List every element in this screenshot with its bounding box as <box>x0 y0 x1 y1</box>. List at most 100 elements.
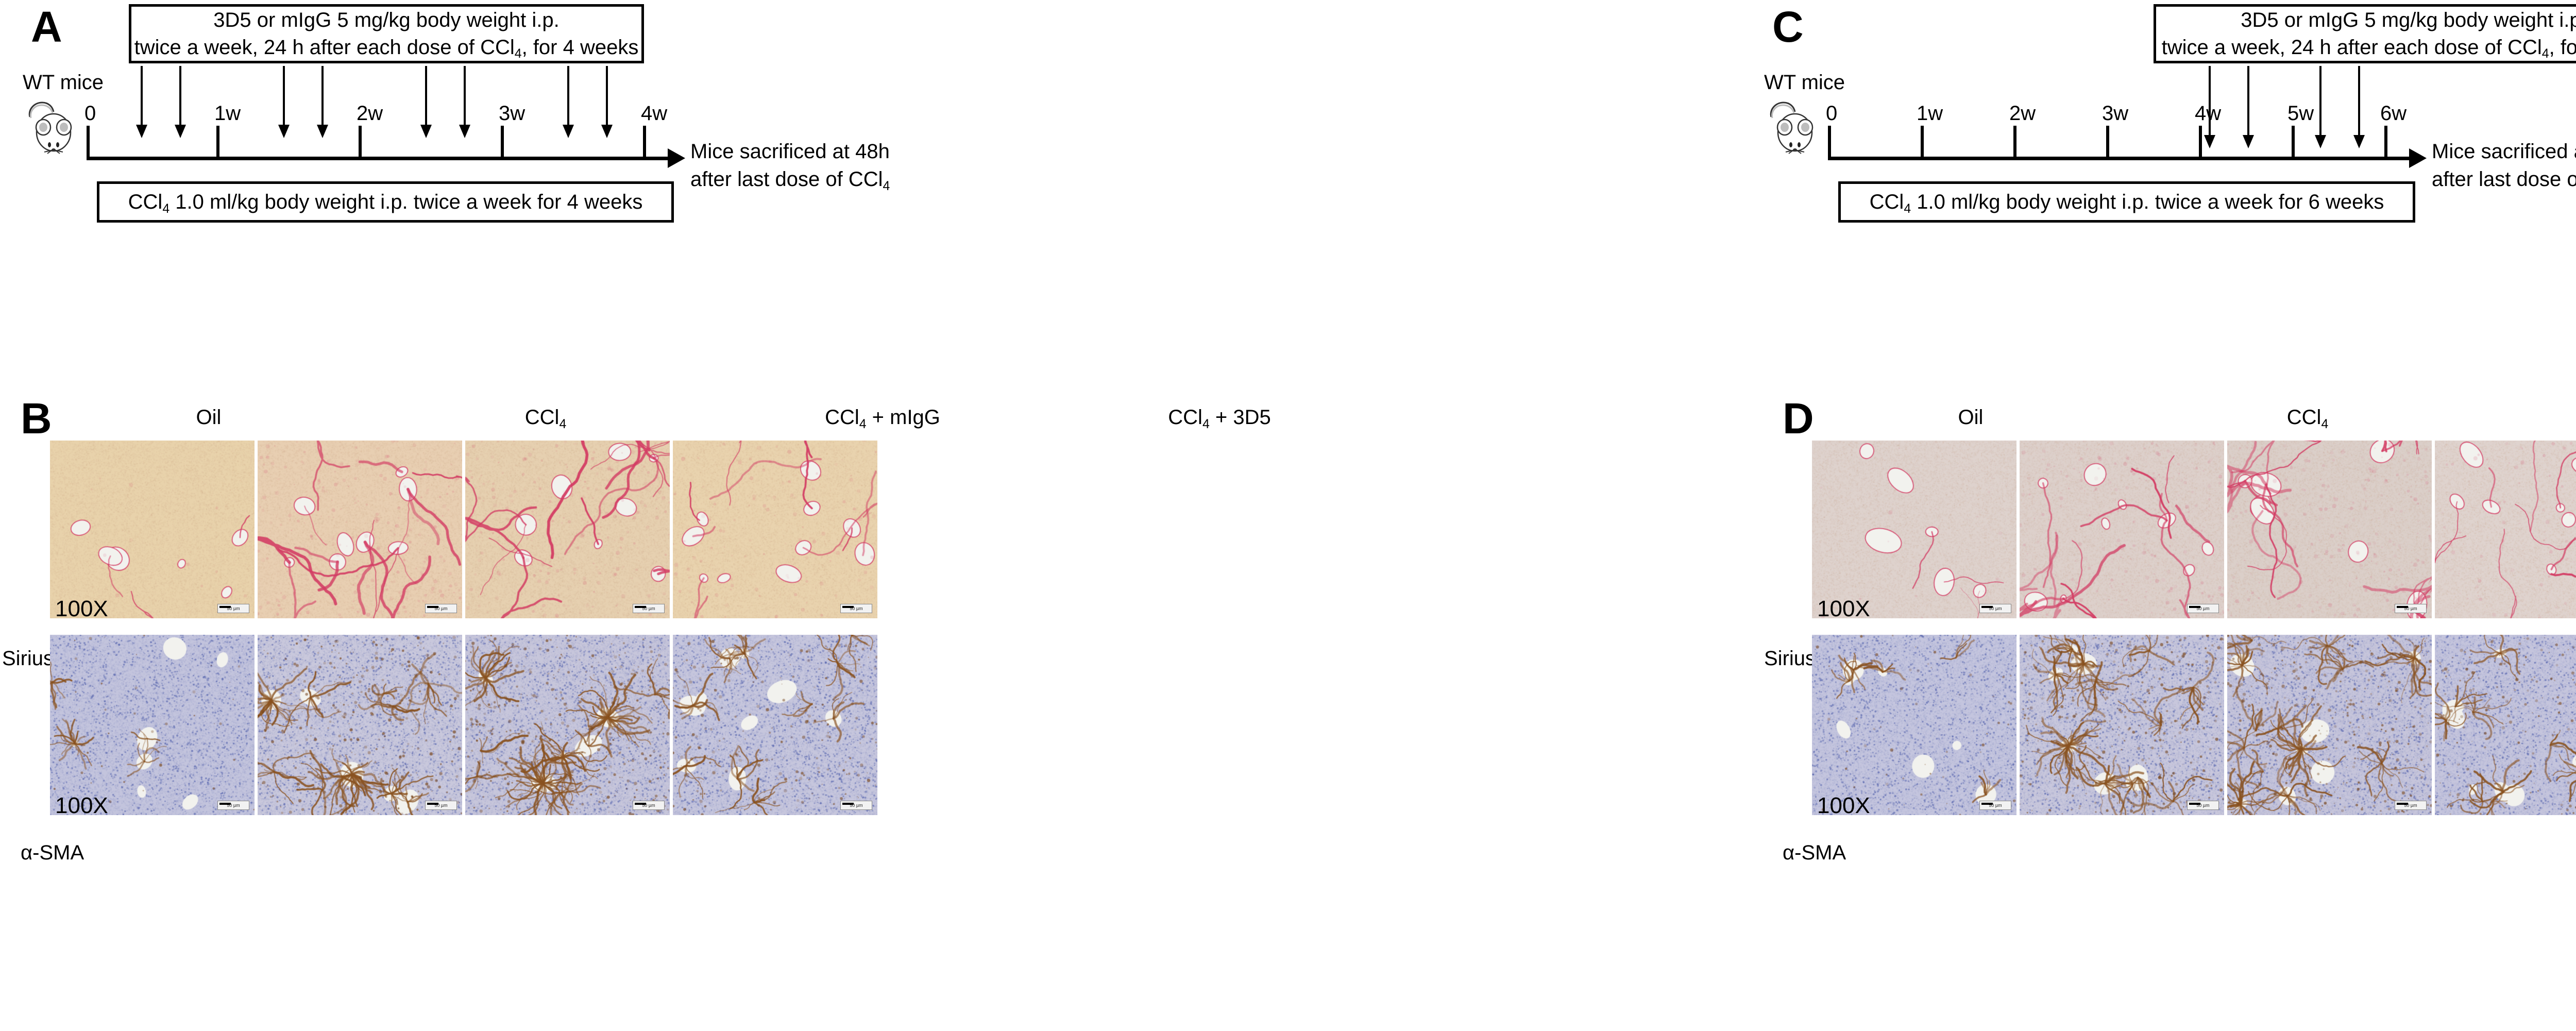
panel-d-row-label-alpha-sma: α-SMA <box>1783 841 1846 864</box>
panel-b: B Oil CCl4 CCl4 + mIgG CCl4 + 3D5 Sirius… <box>0 392 1721 1031</box>
micrograph: 100X 50 µm <box>50 635 255 815</box>
micrograph: 50 µm <box>2227 635 2432 815</box>
scale-bar: 50 µm <box>425 801 457 810</box>
micrograph: 100X 50 µm <box>1812 635 2016 815</box>
timeline-week-label: 5w <box>2287 102 2314 125</box>
timeline-tick <box>2013 126 2016 158</box>
panel-a-mouse-icon <box>25 95 81 155</box>
timeline-tick <box>1828 126 1831 158</box>
panel-c-antibody-line1: 3D5 or mIgG 5 mg/kg body weight i.p. <box>2241 8 2576 31</box>
scale-bar: 50 µm <box>1979 604 2011 613</box>
panel-d: D Oil CCl4 CCl4 + mIgG CCl4 + 3D5 Sirius… <box>1762 392 2576 1031</box>
scale-bar: 50 µm <box>1979 801 2011 810</box>
scale-bar: 50 µm <box>217 604 249 613</box>
panel-d-col-head-oil: Oil <box>1958 406 1984 429</box>
scale-bar: 50 µm <box>2395 801 2427 810</box>
timeline-axis-arrowhead <box>2409 148 2427 168</box>
scale-bar: 50 µm <box>633 604 665 613</box>
panel-b-col-head-ccl4-migg: CCl4 + mIgG <box>825 406 940 431</box>
dose-arrow <box>2204 66 2215 148</box>
panel-a-subject-label: WT mice <box>23 71 104 94</box>
micrograph: 50 µm <box>465 635 670 815</box>
timeline-week-label: 6w <box>2380 102 2407 125</box>
panel-c-letter: C <box>1772 3 1804 51</box>
timeline-week-label: 1w <box>1917 102 1943 125</box>
magnification-label: 100X <box>55 596 108 619</box>
micrograph: 50 µm <box>258 635 462 815</box>
timeline-tick <box>87 126 90 158</box>
dose-arrow <box>2243 66 2254 148</box>
panel-a-antibody-line2: twice a week, 24 h after each dose of CC… <box>134 36 639 61</box>
scale-bar: 50 µm <box>217 801 249 810</box>
micrograph: 50 µm <box>465 441 670 618</box>
scale-bar: 50 µm <box>840 801 872 810</box>
dose-arrow <box>420 66 432 138</box>
timeline-week-label: 4w <box>641 102 668 125</box>
timeline-tick <box>2106 126 2109 158</box>
scale-bar: 50 µm <box>633 801 665 810</box>
timeline-tick <box>643 126 646 158</box>
scale-bar: 50 µm <box>2187 801 2219 810</box>
dose-arrow <box>563 66 574 138</box>
dose-arrow <box>278 66 290 138</box>
dose-arrow <box>2353 66 2365 148</box>
timeline-axis-arrowhead <box>668 148 685 168</box>
magnification-label: 100X <box>55 793 108 816</box>
micrograph: 50 µm <box>2435 635 2576 815</box>
magnification-label: 100X <box>1817 596 1870 619</box>
timeline-week-label: 2w <box>2009 102 2036 125</box>
panel-d-letter: D <box>1783 394 1814 443</box>
panel-a-antibody-box: 3D5 or mIgG 5 mg/kg body weight i.p. twi… <box>129 4 644 63</box>
panel-b-col-head-ccl4-3d5: CCl4 + 3D5 <box>1168 406 1271 431</box>
panel-b-row-label-alpha-sma: α-SMA <box>21 841 84 864</box>
timeline-week-label: 4w <box>2195 102 2222 125</box>
panel-d-col-head-ccl4: CCl4 <box>2286 406 2329 431</box>
timeline-start-label: 0 <box>1826 102 1838 125</box>
scale-bar: 50 µm <box>2395 604 2427 613</box>
panel-c-antibody-box: 3D5 or mIgG 5 mg/kg body weight i.p. twi… <box>2154 4 2576 63</box>
micrograph: 50 µm <box>673 635 877 815</box>
timeline-week-label: 2w <box>357 102 383 125</box>
panel-c-antibody-line2: twice a week, 24 h after each dose of CC… <box>2161 36 2576 61</box>
timeline-start-label: 0 <box>84 102 96 125</box>
timeline-tick <box>2384 126 2387 158</box>
panel-a-antibody-line1: 3D5 or mIgG 5 mg/kg body weight i.p. <box>213 8 560 31</box>
micrograph: 100X 50 µm <box>1812 441 2016 618</box>
micrograph: 50 µm <box>673 441 877 618</box>
micrograph: 50 µm <box>2227 441 2432 618</box>
scale-bar: 50 µm <box>425 604 457 613</box>
panel-c-mouse-icon <box>1766 95 1823 155</box>
dose-arrow <box>175 66 186 138</box>
panel-c: C 3D5 or mIgG 5 mg/kg body weight i.p. t… <box>1762 0 2576 392</box>
scale-bar: 50 µm <box>840 604 872 613</box>
panel-c-ccl4-box: CCl4 1.0 ml/kg body weight i.p. twice a … <box>1838 181 2415 223</box>
panel-c-subject-label: WT mice <box>1764 71 1845 94</box>
scale-bar: 50 µm <box>2187 604 2219 613</box>
timeline-tick <box>2199 126 2202 158</box>
timeline-week-label: 3w <box>499 102 526 125</box>
timeline-axis <box>87 157 669 160</box>
panel-d-col-head-ccl4-migg: CCl4 + mIgG <box>2482 407 2576 428</box>
micrograph: 50 µm <box>258 441 462 618</box>
timeline-week-label: 1w <box>214 102 241 125</box>
micrograph: 50 µm <box>2020 635 2224 815</box>
timeline-tick <box>216 126 219 158</box>
dose-arrow <box>601 66 613 138</box>
magnification-label: 100X <box>1817 793 1870 816</box>
panel-a: A 3D5 or mIgG 5 mg/kg body weight i.p. t… <box>21 0 1721 392</box>
timeline-tick <box>359 126 362 158</box>
timeline-tick <box>501 126 504 158</box>
micrograph: 50 µm <box>2435 441 2576 618</box>
panel-c-endpoint-text: Mice sacrificed at 48h after last dose o… <box>2432 140 2576 191</box>
panel-b-letter: B <box>21 394 52 443</box>
dose-arrow <box>317 66 328 138</box>
timeline-tick <box>2292 126 2295 158</box>
micrograph: 100X 50 µm <box>50 441 255 618</box>
panel-a-endpoint-text: Mice sacrificed at 48h after last dose o… <box>690 140 890 193</box>
dose-arrow <box>136 66 147 138</box>
panel-b-col-head-ccl4: CCl4 <box>524 406 567 431</box>
panel-a-letter: A <box>31 3 62 51</box>
timeline-tick <box>1921 126 1924 158</box>
micrograph: 50 µm <box>2020 441 2224 618</box>
